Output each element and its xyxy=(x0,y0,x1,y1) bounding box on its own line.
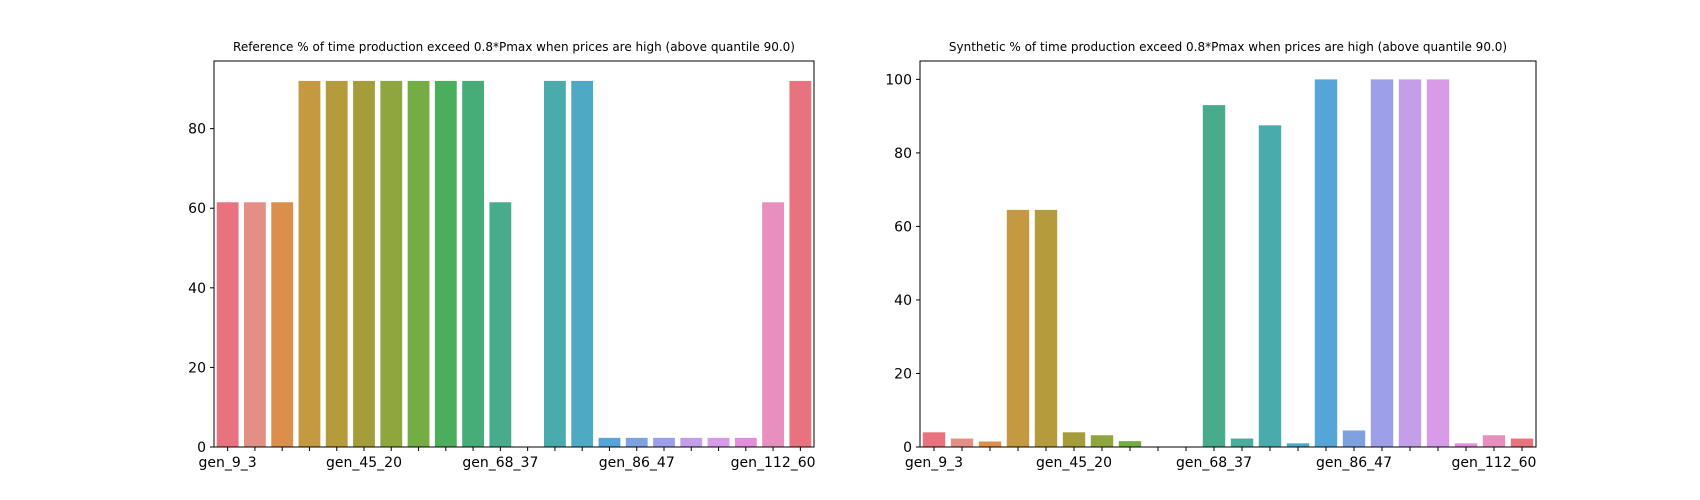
bar xyxy=(489,202,512,447)
bar xyxy=(1286,443,1310,447)
bar xyxy=(353,80,375,448)
bar xyxy=(462,80,484,448)
bar xyxy=(734,437,757,447)
x-tick-label: gen_112_60 xyxy=(731,455,816,471)
bar xyxy=(922,432,946,447)
bar xyxy=(978,441,1002,447)
y-tick-label: 60 xyxy=(894,219,912,235)
bar xyxy=(625,437,648,447)
bar xyxy=(707,437,730,447)
bar xyxy=(1426,79,1450,447)
y-tick-label: 80 xyxy=(894,146,912,162)
synthetic-chart: Synthetic % of time production exceed 0.… xyxy=(885,40,1537,471)
bar xyxy=(1118,441,1142,447)
bar xyxy=(680,437,703,447)
bar xyxy=(1258,125,1282,447)
bar xyxy=(1342,430,1366,447)
plot-frame xyxy=(919,60,1537,448)
bar xyxy=(1230,438,1254,447)
bar xyxy=(1006,209,1030,447)
x-tick-label: gen_45_20 xyxy=(1036,455,1112,471)
x-tick-label: gen_86_47 xyxy=(1316,455,1392,471)
x-tick-label: gen_45_20 xyxy=(326,455,402,471)
bar xyxy=(1454,443,1478,447)
x-tick-label: gen_86_47 xyxy=(599,455,675,471)
reference-chart: Reference % of time production exceed 0.… xyxy=(188,40,815,471)
y-tick-label: 0 xyxy=(197,440,206,456)
x-tick-label: gen_112_60 xyxy=(1452,455,1537,471)
y-tick-label: 40 xyxy=(894,293,912,309)
x-tick-label: gen_68_37 xyxy=(1176,455,1252,471)
bar xyxy=(1398,79,1422,447)
bar xyxy=(325,80,348,448)
bar xyxy=(434,80,457,448)
y-tick-label: 20 xyxy=(894,366,912,382)
bar xyxy=(1482,435,1506,447)
bar xyxy=(244,202,266,447)
y-tick-label: 40 xyxy=(188,281,206,297)
bar xyxy=(571,80,594,448)
bar xyxy=(1202,105,1226,448)
bar xyxy=(950,438,974,447)
bar xyxy=(271,202,294,447)
chart-title: Reference % of time production exceed 0.… xyxy=(233,40,795,54)
y-tick-label: 100 xyxy=(885,72,912,88)
y-tick-label: 80 xyxy=(188,122,206,138)
bar xyxy=(653,437,675,447)
bar xyxy=(1062,432,1086,447)
bar xyxy=(762,202,784,447)
x-tick-label: gen_68_37 xyxy=(462,455,538,471)
bar xyxy=(1090,435,1114,447)
bar xyxy=(407,80,430,448)
bar xyxy=(598,437,621,447)
bar xyxy=(1314,79,1338,447)
y-tick-label: 20 xyxy=(188,360,206,376)
bar xyxy=(380,80,403,448)
plot-frame xyxy=(213,60,815,448)
bar xyxy=(1510,438,1534,447)
chart-title: Synthetic % of time production exceed 0.… xyxy=(949,40,1507,54)
x-tick-label: gen_9_3 xyxy=(199,455,257,471)
bar xyxy=(216,202,239,447)
y-tick-label: 60 xyxy=(188,201,206,217)
bar xyxy=(544,80,566,448)
bar xyxy=(1034,209,1058,447)
y-tick-label: 0 xyxy=(903,440,912,456)
bar xyxy=(1370,79,1394,447)
bar xyxy=(789,80,812,448)
bar xyxy=(298,80,321,448)
x-tick-label: gen_9_3 xyxy=(905,455,963,471)
